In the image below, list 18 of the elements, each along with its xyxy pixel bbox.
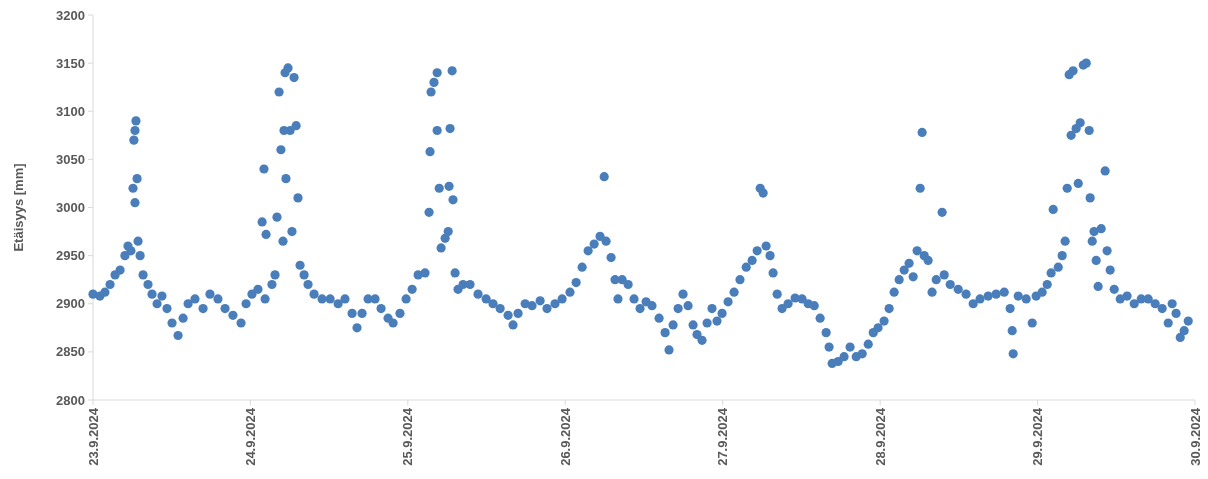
y-tick-label: 3100 xyxy=(56,103,85,119)
y-tick-label: 2900 xyxy=(56,296,85,312)
x-tick-label: 23.9.2024 xyxy=(85,407,101,466)
x-tick-label: 30.9.2024 xyxy=(1187,407,1203,466)
x-tick-label: 26.9.2024 xyxy=(557,407,573,466)
y-tick-label: 3150 xyxy=(56,55,85,71)
y-tick-label: 3200 xyxy=(56,7,85,23)
y-axis-title: Etäisyys [mm] xyxy=(10,163,26,252)
y-tick-label: 2950 xyxy=(56,248,85,264)
y-tick-label: 2800 xyxy=(56,392,85,408)
x-tick-label: 25.9.2024 xyxy=(400,407,416,466)
x-tick-label: 24.9.2024 xyxy=(242,407,258,466)
y-tick-label: 2850 xyxy=(56,344,85,360)
y-tick-label: 3050 xyxy=(56,151,85,167)
y-tick-label: 3000 xyxy=(56,200,85,216)
x-tick-label: 27.9.2024 xyxy=(715,407,731,466)
x-tick-label: 29.9.2024 xyxy=(1030,407,1046,466)
x-tick-label: 28.9.2024 xyxy=(872,407,888,466)
